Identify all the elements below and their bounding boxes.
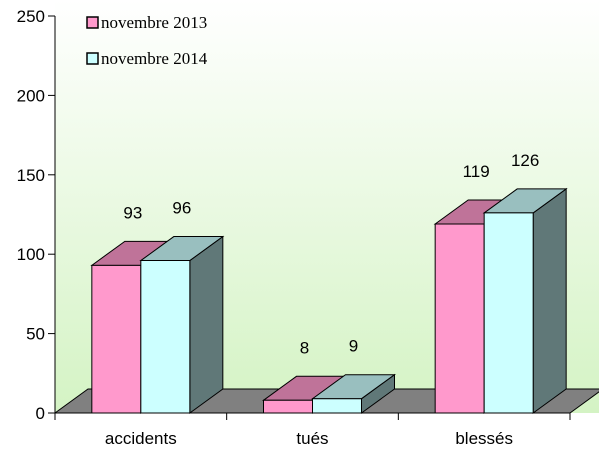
bar-face (263, 399, 313, 414)
bar (482, 187, 568, 414)
x-tick-label: accidents (105, 429, 177, 448)
value-label: 8 (300, 338, 309, 357)
legend-swatch (86, 16, 99, 29)
y-tick-label: 250 (17, 7, 45, 26)
y-tick-label: 150 (17, 166, 45, 185)
value-label: 9 (349, 337, 358, 356)
value-label: 93 (123, 203, 142, 222)
value-label: 119 (463, 162, 490, 181)
x-tick-label: blessés (455, 429, 513, 448)
bar-face (532, 187, 567, 414)
value-label: 96 (172, 199, 191, 218)
bar-face (434, 223, 485, 414)
y-tick-label: 50 (26, 325, 45, 344)
bar (310, 373, 397, 414)
bar-face (312, 398, 362, 414)
legend-swatch (86, 52, 99, 65)
value-label: 126 (511, 151, 539, 170)
y-tick-label: 200 (17, 86, 45, 105)
bar-face (140, 260, 191, 414)
bar-face (483, 212, 534, 414)
legend-label: novembre 2014 (101, 49, 208, 68)
bar-face (189, 235, 224, 414)
bar-face (91, 264, 142, 414)
x-tick-label: tués (296, 429, 328, 448)
y-tick-label: 100 (17, 245, 45, 264)
legend-label: novembre 2013 (101, 13, 207, 32)
y-tick-label: 0 (36, 404, 45, 423)
bar (139, 235, 225, 414)
